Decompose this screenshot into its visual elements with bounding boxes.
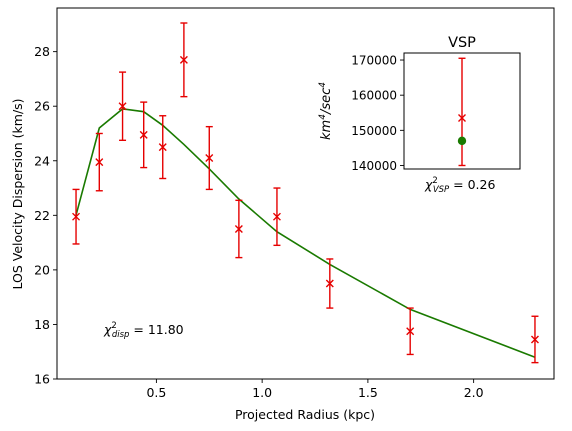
main-y-axis-label: LOS Velocity Dispersion (km/s) bbox=[10, 98, 25, 289]
inset-title: VSP bbox=[448, 35, 476, 51]
y-tick-label: 16 bbox=[34, 372, 50, 387]
data-point bbox=[158, 115, 167, 180]
vsp-x-marker bbox=[458, 114, 466, 123]
x-tick-label: 0.5 bbox=[146, 385, 166, 400]
inset-y-tick-label: 150000 bbox=[351, 124, 397, 138]
x-marker bbox=[72, 212, 81, 221]
vsp-data-point bbox=[458, 57, 466, 167]
data-point bbox=[72, 188, 81, 245]
data-point bbox=[530, 315, 539, 364]
y-tick-label: 24 bbox=[34, 153, 50, 168]
y-tick-label: 26 bbox=[34, 99, 50, 114]
x-marker bbox=[234, 224, 243, 233]
inset-plot-frame bbox=[403, 52, 521, 170]
x-marker bbox=[95, 158, 104, 167]
inset-y-tick-label: 140000 bbox=[351, 159, 397, 173]
y-tick-label: 20 bbox=[34, 262, 50, 277]
main-y-ticks: 16 18 20 22 24 26 28 bbox=[34, 44, 57, 387]
data-point bbox=[118, 71, 127, 142]
main-x-axis-label: Projected Radius (kpc) bbox=[235, 407, 375, 422]
data-point bbox=[205, 125, 214, 191]
chi2-vsp-annotation: χ2 VSP = 0.26 bbox=[424, 176, 495, 195]
main-plot-frame bbox=[56, 7, 555, 380]
main-plot: 0.5 1.0 1.5 2.0 16 18 20 22 24 26 28 Projected Ra… bbox=[10, 7, 555, 422]
main-series bbox=[72, 22, 539, 364]
y-tick-label: 22 bbox=[34, 208, 50, 223]
data-point bbox=[179, 22, 188, 98]
inset-plot: VSP 140000 150000 160000 170000 km4/sec4 χ2… bbox=[318, 35, 521, 195]
x-tick-label: 2.0 bbox=[464, 385, 484, 400]
data-point bbox=[234, 199, 243, 259]
x-marker bbox=[205, 154, 214, 163]
x-marker bbox=[118, 102, 127, 111]
x-marker bbox=[272, 212, 281, 221]
inset-y-tick-label: 170000 bbox=[351, 54, 397, 68]
x-marker bbox=[530, 335, 539, 344]
x-marker bbox=[139, 130, 148, 139]
inset-y-ticks: 140000 150000 160000 170000 bbox=[351, 54, 404, 173]
data-point bbox=[325, 258, 334, 309]
inset-series bbox=[457, 57, 467, 167]
data-point bbox=[139, 101, 148, 169]
x-marker bbox=[325, 279, 334, 288]
inset-y-axis-label: km4/sec4 bbox=[318, 82, 334, 140]
x-tick-label: 1.5 bbox=[358, 385, 378, 400]
inset-y-tick-label: 160000 bbox=[351, 89, 397, 103]
model-line bbox=[75, 108, 536, 358]
y-tick-label: 28 bbox=[34, 44, 50, 59]
y-tick-label: 18 bbox=[34, 317, 50, 332]
data-point bbox=[272, 187, 281, 247]
data-point bbox=[406, 307, 415, 356]
model-vsp-point bbox=[457, 136, 467, 146]
chi2-disp-annotation: χ2 disp = 11.80 bbox=[103, 321, 184, 340]
x-marker bbox=[406, 327, 415, 336]
x-tick-label: 1.0 bbox=[252, 385, 272, 400]
main-x-ticks: 0.5 1.0 1.5 2.0 bbox=[146, 379, 484, 400]
data-point bbox=[95, 132, 104, 192]
x-marker bbox=[179, 55, 188, 64]
x-marker bbox=[158, 143, 167, 152]
